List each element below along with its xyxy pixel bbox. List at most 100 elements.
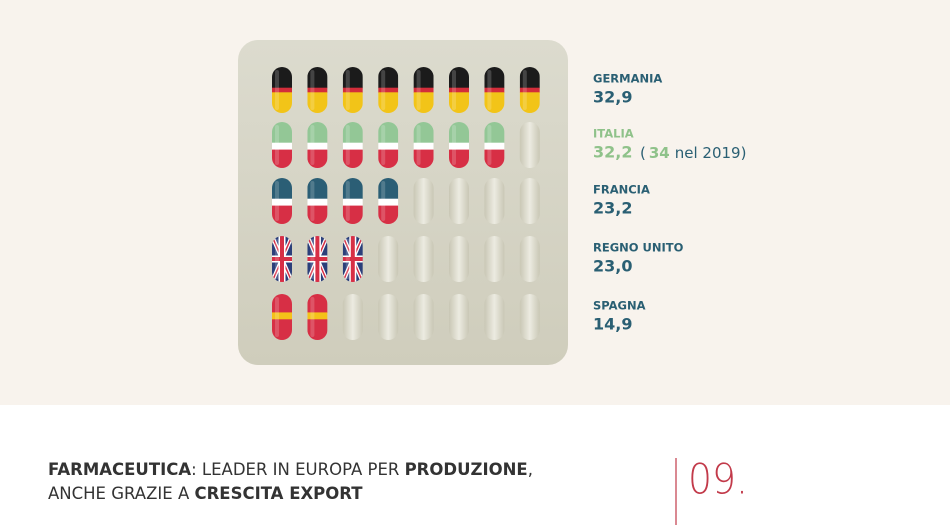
- flag-part: [449, 67, 469, 89]
- flag-part: [413, 122, 434, 144]
- pill-filled: [378, 178, 399, 224]
- flag-part: [272, 294, 292, 313]
- pill-filled: [484, 122, 505, 168]
- pill-filled: [307, 236, 328, 282]
- pill-row: [272, 294, 540, 340]
- flag-part: [342, 198, 363, 207]
- blister-card: [238, 40, 568, 365]
- pill-shine: [310, 239, 315, 279]
- flag-part: [484, 67, 505, 89]
- flag-part: [272, 319, 292, 340]
- pill-shine: [416, 125, 421, 165]
- flag-part: [413, 149, 434, 168]
- footer-bold: PRODUZIONE: [405, 460, 528, 479]
- pill-row: [272, 178, 540, 224]
- flag-part: [342, 67, 363, 89]
- flag-part: [484, 142, 505, 151]
- flag-part: [342, 142, 363, 151]
- flag-part: [272, 67, 292, 89]
- flag-part: [307, 149, 328, 168]
- pill-empty: [378, 294, 399, 340]
- country-value: 23,0: [593, 257, 632, 276]
- flag-part: [272, 149, 292, 168]
- pill-filled: [378, 122, 399, 168]
- pill-filled: [484, 67, 505, 113]
- country-value: 32,9: [593, 88, 632, 107]
- flag-part: [307, 122, 328, 144]
- pill-empty: [519, 236, 540, 282]
- pill-empty: [449, 236, 469, 282]
- flag-part: [307, 67, 328, 89]
- pill-empty: [519, 294, 540, 340]
- pill-shine: [275, 239, 279, 279]
- country-name: FRANCIA: [593, 183, 650, 197]
- pill-shine: [487, 70, 492, 110]
- flag-part: [378, 178, 399, 200]
- pill-filled: [307, 294, 328, 340]
- pill-shine: [345, 70, 350, 110]
- pill-empty: [449, 294, 469, 340]
- flag-part: [378, 149, 399, 168]
- footer-line-2: ANCHE GRAZIE A CRESCITA EXPORT: [48, 484, 363, 503]
- pill-shine: [275, 181, 279, 221]
- flag-part: [519, 92, 540, 113]
- pill-filled: [272, 294, 292, 340]
- flag-part: [449, 87, 469, 93]
- pill-filled: [519, 67, 540, 113]
- pill-filled: [272, 236, 292, 282]
- flag-part: [307, 142, 328, 151]
- flag-part: [307, 178, 328, 200]
- pill-filled: [449, 67, 469, 113]
- flag-part: [449, 149, 469, 168]
- pill-row: [272, 122, 540, 168]
- pill-filled: [307, 67, 328, 113]
- flag-part: [378, 198, 399, 207]
- pill-shine: [345, 181, 350, 221]
- pill-filled: [413, 67, 434, 113]
- flag-part: [484, 122, 505, 144]
- pill-shine: [487, 125, 492, 165]
- pill-shine: [345, 125, 350, 165]
- flag-part: [342, 205, 363, 224]
- note-value: 34: [649, 144, 670, 162]
- pill-shine: [452, 70, 456, 110]
- flag-part: [519, 67, 540, 89]
- footer-text: ANCHE GRAZIE A: [48, 484, 194, 503]
- note-open: (: [640, 144, 646, 162]
- flag-part: [307, 198, 328, 207]
- flag-part: [413, 67, 434, 89]
- flag-part: [307, 294, 328, 313]
- country-labels: GERMANIA 32,9 ITALIA 32,2 (34 nel 2019) FRANCI…: [593, 72, 746, 334]
- page-number: 09.: [688, 455, 748, 504]
- note: (34 nel 2019): [640, 144, 746, 162]
- pill-empty: [449, 178, 469, 224]
- flag-part: [342, 257, 363, 261]
- flag-part: [449, 92, 469, 113]
- pill-filled: [449, 122, 469, 168]
- flag-part: [307, 319, 328, 340]
- pill-filled: [272, 178, 292, 224]
- pill-shine: [452, 125, 456, 165]
- flag-part: [378, 92, 399, 113]
- flag-part: [307, 87, 328, 93]
- flag-part: [449, 122, 469, 144]
- flag-part: [342, 149, 363, 168]
- pill-filled: [378, 67, 399, 113]
- pill-empty: [519, 178, 540, 224]
- flag-part: [378, 205, 399, 224]
- country-name: SPAGNA: [593, 299, 646, 313]
- pill-shine: [275, 70, 279, 110]
- flag-part: [413, 92, 434, 113]
- flag-part: [378, 67, 399, 89]
- flag-part: [272, 312, 292, 320]
- pill-empty: [519, 122, 540, 168]
- flag-part: [307, 312, 328, 320]
- pill-shine: [381, 181, 386, 221]
- pill-filled: [307, 122, 328, 168]
- flag-part: [484, 149, 505, 168]
- flag-part: [449, 142, 469, 151]
- pill-row: [272, 236, 540, 282]
- pill-filled: [342, 67, 363, 113]
- pill-shine: [275, 297, 279, 337]
- pill-filled: [342, 236, 363, 282]
